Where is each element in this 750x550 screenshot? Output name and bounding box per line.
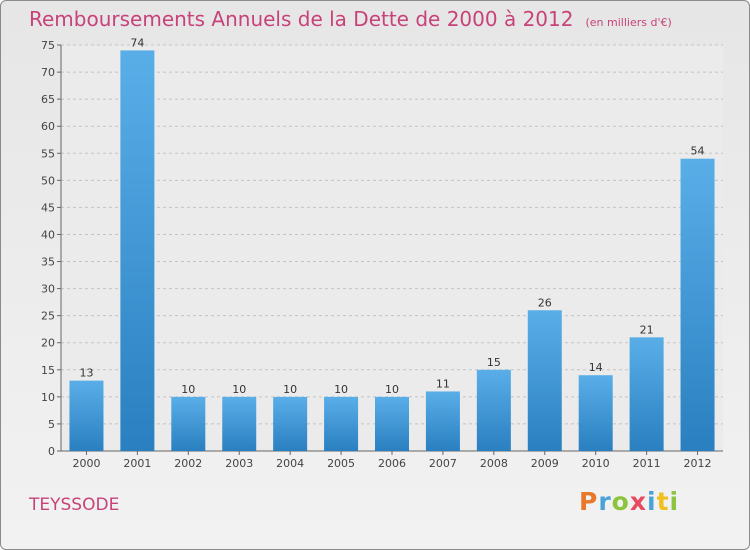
bar (476, 369, 511, 451)
y-tick-label: 40 (41, 228, 55, 241)
x-tick-label: 2010 (582, 457, 610, 470)
y-tick-label: 45 (41, 201, 55, 214)
chart-title-text: Remboursements Annuels de la Dette de 20… (29, 7, 574, 31)
y-tick-label: 25 (41, 310, 55, 323)
x-tick-label: 2012 (684, 457, 712, 470)
bar (375, 396, 409, 451)
bar (222, 396, 257, 451)
bar (629, 337, 664, 451)
bar (578, 375, 613, 451)
y-tick-label: 10 (41, 391, 55, 404)
bar (273, 396, 308, 451)
bar (69, 380, 104, 451)
bar (171, 396, 206, 451)
y-tick-label: 75 (41, 39, 55, 52)
bar-value-label: 10 (283, 383, 297, 396)
bar-value-label: 10 (232, 383, 246, 396)
bar-value-label: 54 (691, 145, 705, 158)
x-tick-label: 2008 (480, 457, 508, 470)
bar-value-label: 10 (334, 383, 348, 396)
y-tick-label: 70 (41, 66, 55, 79)
bar-value-label: 26 (538, 296, 552, 309)
bar-value-label: 74 (130, 36, 144, 49)
y-tick-label: 60 (41, 120, 55, 133)
y-tick-label: 15 (41, 364, 55, 377)
bar-value-label: 10 (385, 383, 399, 396)
y-tick-label: 55 (41, 147, 55, 160)
chart-title: Remboursements Annuels de la Dette de 20… (29, 7, 672, 31)
x-tick-label: 2001 (123, 457, 151, 470)
x-tick-label: 2009 (531, 457, 559, 470)
y-tick-label: 50 (41, 174, 55, 187)
bar (680, 158, 715, 451)
x-tick-label: 2006 (378, 457, 406, 470)
y-tick-label: 0 (48, 445, 55, 458)
bar (425, 391, 460, 451)
bar-value-label: 13 (79, 367, 93, 380)
y-tick-label: 5 (48, 418, 55, 431)
bar-value-label: 11 (436, 377, 450, 390)
bar-value-label: 14 (589, 361, 603, 374)
commune-name: TEYSSODE (29, 495, 120, 515)
bar (120, 50, 155, 452)
y-tick-label: 30 (41, 283, 55, 296)
x-tick-label: 2007 (429, 457, 457, 470)
y-tick-label: 35 (41, 256, 55, 269)
proxiti-logo: Proxiti (579, 487, 680, 516)
y-tick-label: 65 (41, 93, 55, 106)
bar (324, 396, 359, 451)
x-tick-label: 2005 (327, 457, 355, 470)
y-tick-label: 20 (41, 337, 55, 350)
x-tick-label: 2004 (276, 457, 304, 470)
bar (527, 310, 562, 451)
bar-value-label: 10 (181, 383, 195, 396)
bar-value-label: 21 (640, 323, 654, 336)
x-tick-label: 2011 (633, 457, 661, 470)
bar-value-label: 15 (487, 356, 501, 369)
x-tick-label: 2003 (225, 457, 253, 470)
chart-subtitle: (en milliers d'€) (585, 16, 672, 29)
x-tick-label: 2000 (72, 457, 100, 470)
x-tick-label: 2002 (174, 457, 202, 470)
